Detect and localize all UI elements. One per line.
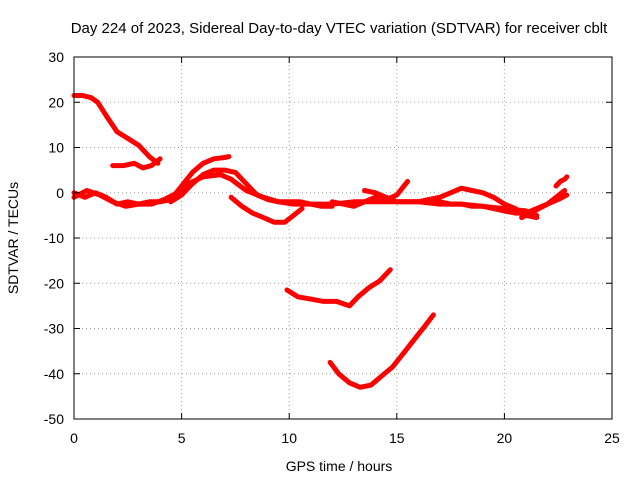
series-trace-8 xyxy=(362,185,540,221)
y-tick-label: 0 xyxy=(56,185,64,201)
x-axis-label: GPS time / hours xyxy=(286,458,393,474)
x-tick-label: 20 xyxy=(497,430,513,446)
x-tick-label: 5 xyxy=(178,430,186,446)
series-trace-10 xyxy=(519,188,568,221)
x-tick-labels: 0 5 10 15 20 25 xyxy=(70,430,620,446)
y-tick-label: 30 xyxy=(48,49,64,65)
series-trace-4 xyxy=(71,154,232,207)
series-trace-2 xyxy=(110,156,163,171)
y-tick-label: -10 xyxy=(44,230,64,246)
x-tick-label: 15 xyxy=(389,430,405,446)
y-tick-label: -40 xyxy=(44,366,64,382)
series-trace-5 xyxy=(168,167,335,209)
y-tick-label: 10 xyxy=(48,140,64,156)
y-tick-label: -50 xyxy=(44,411,64,427)
x-tick-label: 0 xyxy=(70,430,78,446)
series-trace-3 xyxy=(71,172,540,218)
series-trace-11 xyxy=(553,174,570,189)
series-trace-6 xyxy=(228,194,305,225)
axis-ticks xyxy=(73,56,613,420)
series-trace-13 xyxy=(327,312,436,390)
x-tick-label: 25 xyxy=(604,430,620,446)
data-series xyxy=(71,93,570,390)
y-tick-labels: -50 -40 -30 -20 -10 0 10 20 30 xyxy=(44,49,64,427)
grid-lines xyxy=(74,57,612,419)
series-trace-1 xyxy=(71,93,161,166)
series-trace-12 xyxy=(284,267,393,309)
x-tick-label: 10 xyxy=(281,430,297,446)
y-tick-label: -20 xyxy=(44,275,64,291)
y-axis-label: SDTVAR / TECUs xyxy=(5,182,21,294)
chart-title: Day 224 of 2023, Sidereal Day-to-day VTE… xyxy=(71,20,608,37)
series-trace-7 xyxy=(329,178,411,209)
y-tick-label: 20 xyxy=(48,94,64,110)
y-tick-label: -30 xyxy=(44,321,64,337)
